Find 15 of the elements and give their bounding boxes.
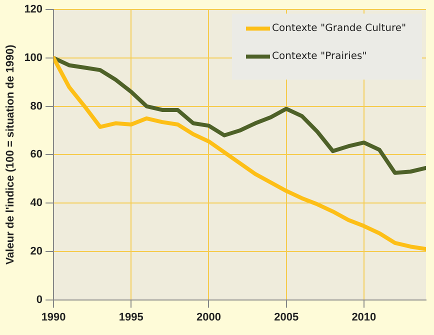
y-tick-label: 100 xyxy=(24,52,43,64)
legend-label: Contexte "Prairies" xyxy=(272,51,367,62)
x-tick-label: 2000 xyxy=(196,311,221,324)
y-tick-label: 20 xyxy=(30,245,43,258)
y-tick-label: 80 xyxy=(30,100,43,112)
y-tick-label: 120 xyxy=(24,4,43,16)
x-tick-label: 2005 xyxy=(274,311,299,324)
y-axis-title: Valeur de l'indice (100 = situation de 1990) xyxy=(4,44,17,265)
x-tick-label: 1995 xyxy=(118,311,144,324)
y-tick-label: 60 xyxy=(30,148,43,161)
x-tick-label: 1990 xyxy=(41,311,66,324)
x-tick-label: 2010 xyxy=(352,311,376,324)
y-tick-label: 40 xyxy=(30,197,43,210)
y-tick-label: 0 xyxy=(36,294,43,306)
legend-label: Contexte "Grande Culture" xyxy=(272,23,406,34)
